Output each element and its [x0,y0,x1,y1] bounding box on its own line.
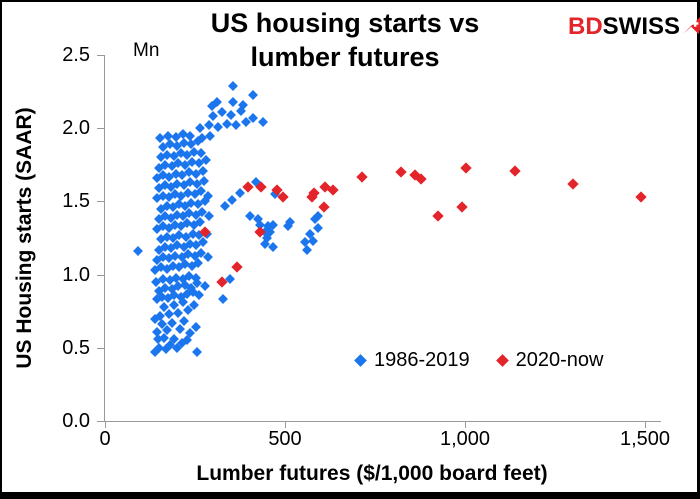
scatter-point [133,246,144,257]
y-axis-tick-mark [97,55,104,56]
scatter-point [204,120,214,131]
y-axis-tick-label: 1.5 [62,190,90,213]
x-axis-tick-mark [465,421,466,428]
y-axis-tick-mark [97,201,104,203]
x-axis-tick-label: 1,500 [619,428,671,450]
scatter-point [231,261,243,273]
y-axis-tick-label: 2.5 [62,44,90,66]
logo-text-swiss: SWISS [602,12,681,40]
logo-text-bd: BD [568,12,603,40]
x-axis-tick-label: 1,000 [439,428,491,450]
scatter-point [432,210,444,222]
y-axis-tick-label: 2.0 [62,117,90,140]
frame-border-top [0,0,700,2]
scatter-point [567,178,579,190]
y-axis-tick-label: 0.0 [62,410,90,432]
scatter-point [228,96,239,107]
x-axis-tick-label: 0 [99,428,111,450]
x-axis-tick-mark [105,421,106,428]
x-axis-title: Lumber futures ($/1,000 board feet) [196,462,548,485]
scatter-point [460,162,472,174]
y-axis-title: US Housing starts (SAAR) [13,107,36,369]
scatter-point [194,290,204,301]
scatter-point [219,200,230,211]
scatter-point [258,117,268,128]
chart-title: US housing starts vs lumber futures [210,8,480,72]
scatter-point [217,107,227,118]
scatter-point [204,211,214,221]
frame-border-left [0,0,2,499]
legend-item-2020-now: 2020-now [495,349,604,372]
x-axis-tick-label: 500 [268,428,302,450]
scatter-point [635,191,647,203]
y-axis-line [104,55,105,422]
y-axis-tick-mark [97,421,104,422]
scatter-point [228,80,239,91]
scatter-point [205,130,216,141]
y-axis-tick-mark [97,128,104,130]
scatter-point [227,194,238,205]
scatter-point [456,201,468,213]
scatter-point [164,309,175,320]
chart-legend: 1986-2019 2020-now [354,349,604,372]
scatter-point [415,173,427,186]
legend-label: 1986-2019 [374,349,470,371]
scatter-point [318,201,330,213]
scatter-point [192,347,203,358]
scatter-point [226,110,236,120]
legend-diamond-icon [495,354,509,367]
scatter-point [218,294,229,305]
legend-item-1986-2019: 1986-2019 [354,349,470,372]
y-axis-tick-label: 1.0 [62,263,90,286]
y-axis-tick-mark [97,347,104,349]
scatter-point [231,120,241,131]
x-axis-tick-mark [285,421,286,428]
scatter-point [509,164,521,177]
scatter-point [308,235,319,246]
legend-label: 2020-now [515,349,604,371]
scatter-point [356,170,368,183]
scatter-point [248,89,258,100]
x-axis-tick-mark [645,421,646,428]
brand-logo: BD SWISS [568,10,700,43]
legend-diamond-icon [354,354,367,367]
y-axis-tick-mark [97,274,104,276]
y-axis-tick-label: 0.5 [62,336,90,359]
scatter-point [395,166,407,178]
y-axis-unit-label: Mn [133,40,160,61]
scatter-point [235,187,245,198]
frame-border-right [697,0,700,499]
frame-border-bottom [0,492,700,499]
swiss-arrow-icon [680,10,700,43]
scatter-point [200,281,211,292]
x-axis-line [104,421,661,422]
